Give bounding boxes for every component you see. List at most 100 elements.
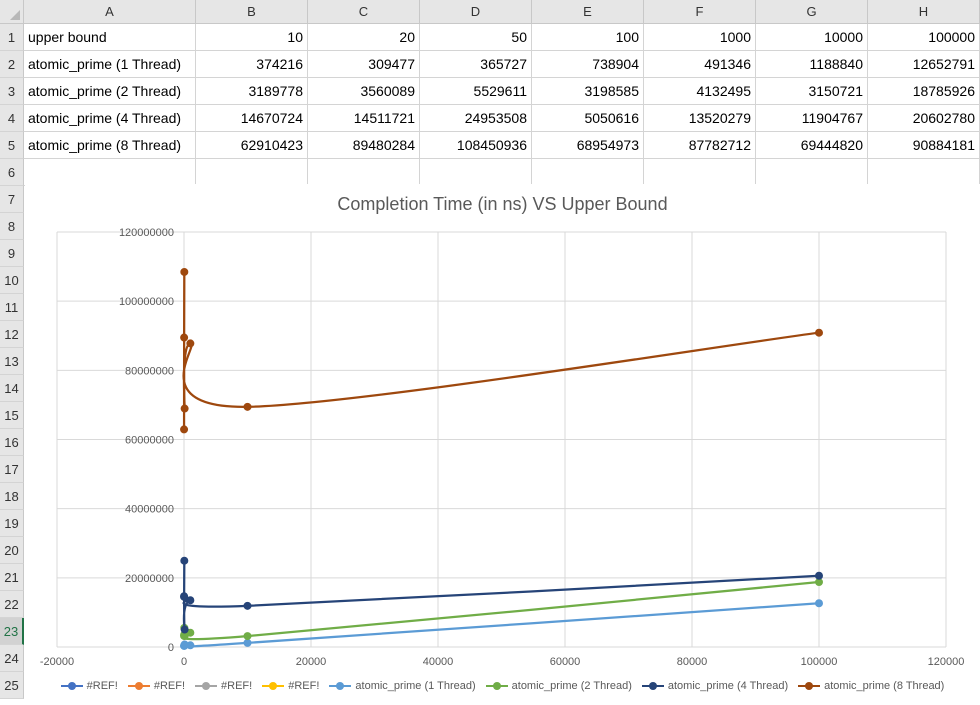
cell-f1[interactable]: 1000	[644, 24, 756, 51]
cell-f6[interactable]	[644, 159, 756, 186]
cell-c1[interactable]: 20	[308, 24, 420, 51]
cell-e4[interactable]: 5050616	[532, 105, 644, 132]
row-header-4[interactable]: 4	[0, 105, 24, 132]
legend-item-1[interactable]: #REF!	[127, 680, 185, 692]
legend-item-3[interactable]: #REF!	[262, 680, 319, 692]
cell-d4[interactable]: 24953508	[420, 105, 532, 132]
cell-f5[interactable]: 87782712	[644, 132, 756, 159]
column-header-a[interactable]: A	[24, 0, 196, 24]
legend-marker	[269, 682, 278, 690]
cell-a1[interactable]: upper bound	[24, 24, 196, 51]
cell-h6[interactable]	[868, 159, 980, 186]
row-header-7[interactable]: 7	[0, 186, 24, 213]
legend-marker	[336, 682, 345, 690]
legend-item-7[interactable]: atomic_prime (8 Thread)	[798, 680, 944, 692]
cell-b5[interactable]: 62910423	[196, 132, 308, 159]
cell-c4[interactable]: 14511721	[308, 105, 420, 132]
row-header-20[interactable]: 20	[0, 537, 24, 564]
cell-e5[interactable]: 68954973	[532, 132, 644, 159]
cell-a3[interactable]: atomic_prime (2 Thread)	[24, 78, 196, 105]
legend-item-6[interactable]: atomic_prime (4 Thread)	[641, 680, 788, 692]
cell-c5[interactable]: 89480284	[308, 132, 420, 159]
row-header-2[interactable]: 2	[0, 51, 24, 78]
row-header-24[interactable]: 24	[0, 645, 24, 672]
cell-h1[interactable]: 100000	[868, 24, 980, 51]
cell-g1[interactable]: 10000	[756, 24, 868, 51]
row-header-21[interactable]: 21	[0, 564, 24, 591]
cell-b1[interactable]: 10	[196, 24, 308, 51]
cell-d2[interactable]: 365727	[420, 51, 532, 78]
cell-h3[interactable]: 18785926	[868, 78, 980, 105]
cell-f4[interactable]: 13520279	[644, 105, 756, 132]
row-header-23[interactable]: 23	[0, 618, 24, 645]
column-header-d[interactable]: D	[420, 0, 532, 24]
row-header-12[interactable]: 12	[0, 321, 24, 348]
cell-c3[interactable]: 3560089	[308, 78, 420, 105]
cell-c2[interactable]: 309477	[308, 51, 420, 78]
row-header-25[interactable]: 25	[0, 672, 24, 699]
row-header-10[interactable]: 10	[0, 267, 24, 294]
cell-h5[interactable]: 90884181	[868, 132, 980, 159]
legend-item-5[interactable]: atomic_prime (2 Thread)	[485, 680, 632, 692]
cell-d3[interactable]: 5529611	[420, 78, 532, 105]
row-header-9[interactable]: 9	[0, 240, 24, 267]
row-header-8[interactable]: 8	[0, 213, 24, 240]
cell-a2[interactable]: atomic_prime (1 Thread)	[24, 51, 196, 78]
cell-f3[interactable]: 4132495	[644, 78, 756, 105]
cell-e3[interactable]: 3198585	[532, 78, 644, 105]
cell-e1[interactable]: 100	[532, 24, 644, 51]
row-header-3[interactable]: 3	[0, 78, 24, 105]
cell-g2[interactable]: 1188840	[756, 51, 868, 78]
column-header-f[interactable]: F	[644, 0, 756, 24]
row-header-11[interactable]: 11	[0, 294, 24, 321]
chart-title[interactable]: Completion Time (in ns) VS Upper Bound	[337, 194, 668, 214]
cell-h4[interactable]: 20602780	[868, 105, 980, 132]
cell-d5[interactable]: 108450936	[420, 132, 532, 159]
legend-item-2[interactable]: #REF!	[195, 680, 252, 692]
row-header-17[interactable]: 17	[0, 456, 24, 483]
cell-g6[interactable]	[756, 159, 868, 186]
row-header-15[interactable]: 15	[0, 402, 24, 429]
cell-d1[interactable]: 50	[420, 24, 532, 51]
legend-item-4[interactable]: atomic_prime (1 Thread)	[329, 680, 476, 692]
cell-c6[interactable]	[308, 159, 420, 186]
cell-a4[interactable]: atomic_prime (4 Thread)	[24, 105, 196, 132]
legend-item-0[interactable]: #REF!	[60, 680, 118, 692]
row-header-18[interactable]: 18	[0, 483, 24, 510]
row-header-14[interactable]: 14	[0, 375, 24, 402]
cell-a5[interactable]: atomic_prime (8 Thread)	[24, 132, 196, 159]
column-header-g[interactable]: G	[756, 0, 868, 24]
cell-g5[interactable]: 69444820	[756, 132, 868, 159]
row-header-16[interactable]: 16	[0, 429, 24, 456]
select-all-corner[interactable]	[0, 0, 24, 24]
cell-e2[interactable]: 738904	[532, 51, 644, 78]
column-header-c[interactable]: C	[308, 0, 420, 24]
cell-f2[interactable]: 491346	[644, 51, 756, 78]
row-header-6[interactable]: 6	[0, 159, 24, 186]
column-header-h[interactable]: H	[868, 0, 980, 24]
row-header-5[interactable]: 5	[0, 132, 24, 159]
cell-h2[interactable]: 12652791	[868, 51, 980, 78]
data-point-s7-1	[180, 333, 189, 342]
row-header-1[interactable]: 1	[0, 24, 24, 51]
column-header-b[interactable]: B	[196, 0, 308, 24]
row-header-13[interactable]: 13	[0, 348, 24, 375]
row-header-22[interactable]: 22	[0, 591, 24, 618]
chart-legend[interactable]: #REF! #REF! #REF! #REF! atomic_prime (1 Thre…	[25, 680, 980, 692]
data-point-s7-6	[815, 328, 823, 337]
cell-b4[interactable]: 14670724	[196, 105, 308, 132]
cell-e6[interactable]	[532, 159, 644, 186]
cell-b3[interactable]: 3189778	[196, 78, 308, 105]
cell-g4[interactable]: 11904767	[756, 105, 868, 132]
cell-b6[interactable]	[196, 159, 308, 186]
legend-swatch-icon	[60, 681, 83, 691]
chart[interactable]: -20000 0 20000 40000 60000 80000 100000 120000 0…	[25, 184, 980, 705]
cell-a6[interactable]	[24, 159, 196, 186]
cell-g3[interactable]: 3150721	[756, 78, 868, 105]
cell-d6[interactable]	[420, 159, 532, 186]
y-tick-label: 40000000	[125, 504, 174, 516]
y-tick-label: 60000000	[125, 435, 174, 447]
cell-b2[interactable]: 374216	[196, 51, 308, 78]
row-header-19[interactable]: 19	[0, 510, 24, 537]
column-header-e[interactable]: E	[532, 0, 644, 24]
